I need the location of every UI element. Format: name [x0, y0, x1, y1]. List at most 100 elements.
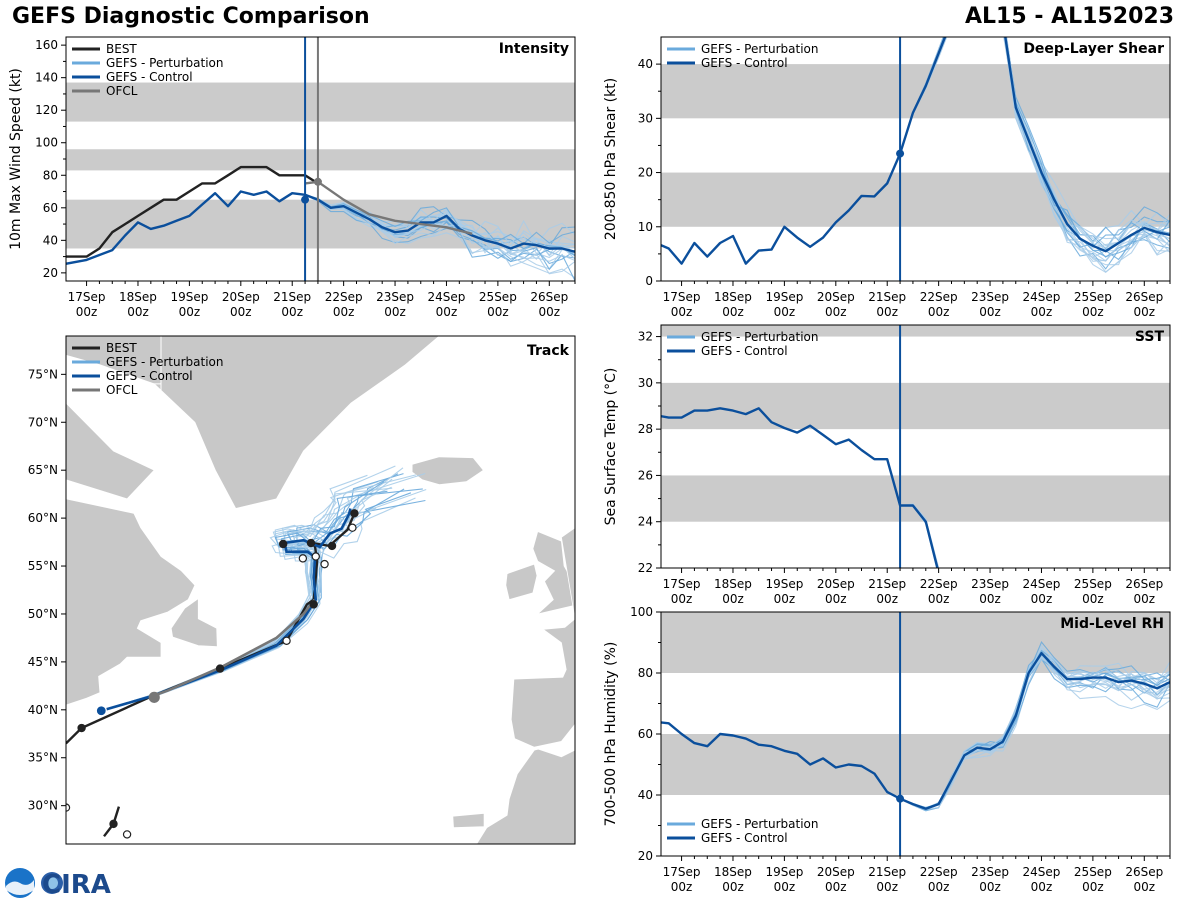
- shear-ytick-label-3: 30: [638, 111, 653, 125]
- rh-legend-label-1: GEFS - Control: [701, 831, 788, 845]
- intensity-xtick-label-6: 23Sep: [376, 290, 414, 304]
- intensity-series-ofcl: [304, 180, 473, 235]
- track-marker-5: [278, 539, 288, 549]
- sst-legend-label-0: GEFS - Perturbation: [701, 330, 818, 344]
- shear-xtick-label-6: 23Sep: [971, 290, 1009, 304]
- rh-xtick-sublabel-0: 00z: [671, 880, 693, 894]
- shear-xtick-sublabel-3: 00z: [825, 305, 847, 319]
- track-ytick-label-4: 50°N: [28, 607, 58, 621]
- intensity-legend-label-3: OFCL: [106, 84, 138, 98]
- rh-xtick-label-5: 22Sep: [920, 865, 958, 879]
- sst-plot-area: [661, 325, 1170, 568]
- sst-xtick-label-8: 25Sep: [1074, 577, 1112, 591]
- intensity-xtick-label-3: 20Sep: [222, 290, 260, 304]
- sst-legend-label-1: GEFS - Control: [701, 344, 788, 358]
- intensity-ytick-label-3: 80: [43, 168, 58, 182]
- sst-ytick-label-0: 22: [638, 561, 653, 575]
- shear-ytick-label-1: 10: [638, 220, 653, 234]
- intensity-perturbation-line-18: [304, 194, 575, 245]
- rh-perturbation-line-3: [899, 657, 1170, 812]
- shear-ylabel: 200-850 hPa Shear (kt): [603, 78, 619, 240]
- track-ytick-label-1: 35°N: [28, 751, 58, 765]
- intensity-ytick-label-0: 20: [43, 266, 58, 280]
- rh-xtick-label-2: 19Sep: [765, 865, 803, 879]
- intensity-xtick-sublabel-8: 00z: [487, 305, 509, 319]
- rh-ylabel: 700-500 hPa Humidity (%): [603, 642, 619, 827]
- intensity-xtick-sublabel-4: 00z: [281, 305, 303, 319]
- rh-xtick-label-6: 23Sep: [971, 865, 1009, 879]
- track-panel-title: Track: [527, 343, 570, 359]
- sst-xtick-label-2: 19Sep: [765, 577, 803, 591]
- north-america-landmass: [66, 402, 196, 706]
- intensity-xtick-sublabel-6: 00z: [384, 305, 406, 319]
- shear-xtick-label-3: 20Sep: [817, 290, 855, 304]
- rh-ytick-label-4: 100: [630, 605, 653, 619]
- sst-ytick-label-2: 26: [638, 468, 653, 482]
- track-marker-10: [348, 523, 357, 532]
- sst-xtick-sublabel-7: 00z: [1031, 592, 1053, 606]
- intensity-legend-label-0: BEST: [106, 42, 137, 56]
- intensity-xtick-label-9: 26Sep: [530, 290, 568, 304]
- rh-xtick-sublabel-7: 00z: [1031, 880, 1053, 894]
- intensity-ylabel: 10m Max Wind Speed (kt): [8, 68, 24, 250]
- rh-xtick-sublabel-5: 00z: [928, 880, 950, 894]
- rh-ytick-label-0: 20: [638, 849, 653, 863]
- canary-islands-landmass: [452, 812, 485, 829]
- shear-xtick-label-0: 17Sep: [663, 290, 701, 304]
- rh-legend-label-0: GEFS - Perturbation: [701, 817, 818, 831]
- cira-logo: CIRA: [5, 868, 111, 900]
- sst-xtick-sublabel-8: 00z: [1082, 592, 1104, 606]
- shear-xtick-label-2: 19Sep: [765, 290, 803, 304]
- intensity-xtick-sublabel-5: 00z: [333, 305, 355, 319]
- sst-band-2: [661, 325, 1170, 337]
- shear-ytick-label-2: 20: [638, 166, 653, 180]
- shear-ytick-label-4: 40: [638, 57, 653, 71]
- intensity-ytick-label-1: 40: [43, 233, 58, 247]
- sst-xtick-sublabel-9: 00z: [1134, 592, 1156, 606]
- track-perturbation-line-14: [101, 474, 368, 712]
- intensity-xtick-label-4: 21Sep: [273, 290, 311, 304]
- rh-series-gefs-control: [661, 652, 1170, 810]
- europe-landmass: [510, 498, 575, 748]
- intensity-ytick-label-7: 160: [35, 38, 58, 52]
- rh-xtick-label-0: 17Sep: [663, 865, 701, 879]
- track-marker-8: [298, 554, 308, 563]
- intensity-ytick-label-2: 60: [43, 201, 58, 215]
- shear-legend-label-1: GEFS - Control: [701, 56, 788, 70]
- sst-xtick-label-4: 21Sep: [868, 577, 906, 591]
- track-marker-7: [327, 541, 337, 551]
- track-marker-13: [122, 830, 132, 839]
- track-ytick-label-3: 45°N: [28, 655, 58, 669]
- track-ytick-label-9: 75°N: [28, 367, 58, 381]
- track-series-gefs-control: [100, 508, 352, 713]
- rh-xtick-label-7: 24Sep: [1023, 865, 1061, 879]
- intensity-ytick-label-4: 100: [35, 136, 58, 150]
- sst-xtick-label-7: 24Sep: [1023, 577, 1061, 591]
- track-legend-label-3: OFCL: [106, 383, 138, 397]
- sst-xtick-label-1: 18Sep: [714, 577, 752, 591]
- intensity-ytick-label-6: 140: [35, 71, 58, 85]
- sst-xtick-label-3: 20Sep: [817, 577, 855, 591]
- shear-perturbation-line-17: [899, 37, 1170, 252]
- page-title: GEFS Diagnostic Comparison: [12, 4, 370, 29]
- rh-plot-area: [661, 612, 1170, 812]
- track-marker-2: [282, 636, 291, 646]
- sst-xtick-sublabel-0: 00z: [671, 592, 693, 606]
- intensity-series-best: [66, 165, 319, 258]
- rh-band-0: [661, 734, 1170, 795]
- rh-xtick-sublabel-9: 00z: [1134, 880, 1156, 894]
- track-marker-16: [148, 691, 160, 703]
- shear-xtick-label-9: 26Sep: [1125, 290, 1163, 304]
- rh-xtick-sublabel-8: 00z: [1082, 880, 1104, 894]
- sst-xtick-label-6: 23Sep: [971, 577, 1009, 591]
- intensity-xtick-sublabel-9: 00z: [539, 305, 561, 319]
- sst-ylabel: Sea Surface Temp (°C): [603, 368, 619, 526]
- sst-xtick-sublabel-2: 00z: [774, 592, 796, 606]
- track-ytick-label-8: 70°N: [28, 415, 58, 429]
- intensity-plot-area: [66, 82, 575, 281]
- intensity-xtick-sublabel-1: 00z: [127, 305, 149, 319]
- intensity-band-1: [66, 149, 575, 171]
- sst-ytick-label-5: 32: [638, 330, 653, 344]
- shear-xtick-label-1: 18Sep: [714, 290, 752, 304]
